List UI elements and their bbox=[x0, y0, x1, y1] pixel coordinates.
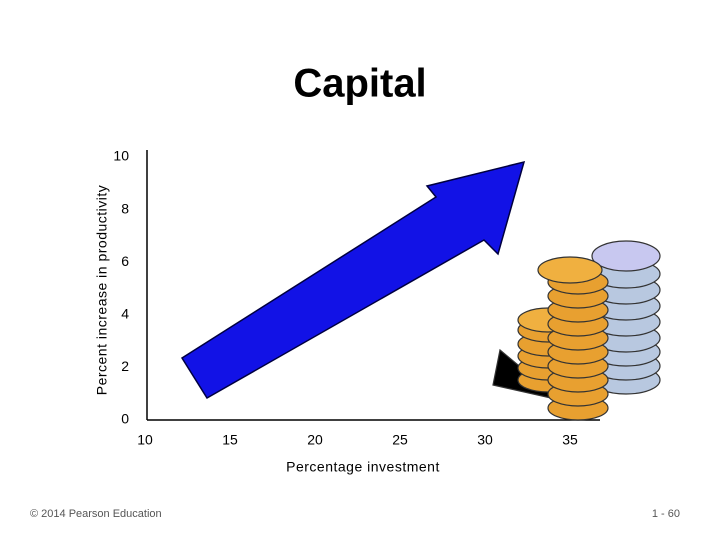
page-number: 1 - 60 bbox=[652, 508, 680, 520]
x-tick-label: 15 bbox=[222, 432, 238, 448]
y-tick-label: 10 bbox=[113, 148, 129, 164]
x-tick-label: 10 bbox=[137, 432, 153, 448]
growth-arrow bbox=[180, 160, 526, 400]
y-tick-label: 2 bbox=[121, 358, 129, 374]
y-tick-label: 4 bbox=[121, 306, 129, 322]
tall-coin-stack bbox=[537, 256, 609, 421]
y-tick-label: 8 bbox=[121, 200, 129, 216]
x-tick-label: 30 bbox=[477, 432, 493, 448]
x-axis-label: Percentage investment bbox=[286, 459, 440, 475]
blue-coin-stack bbox=[591, 240, 661, 395]
x-tick-label: 20 bbox=[307, 432, 323, 448]
x-tick-label: 25 bbox=[392, 432, 408, 448]
y-axis-label: Percent increase in productivity bbox=[94, 185, 110, 396]
y-tick-label: 6 bbox=[121, 253, 129, 269]
coin-stacks bbox=[492, 240, 661, 421]
chart-title: Capital bbox=[293, 62, 426, 106]
x-tick-label: 35 bbox=[562, 432, 578, 448]
copyright: © 2014 Pearson Education bbox=[30, 508, 162, 520]
y-tick-label: 0 bbox=[121, 411, 129, 427]
